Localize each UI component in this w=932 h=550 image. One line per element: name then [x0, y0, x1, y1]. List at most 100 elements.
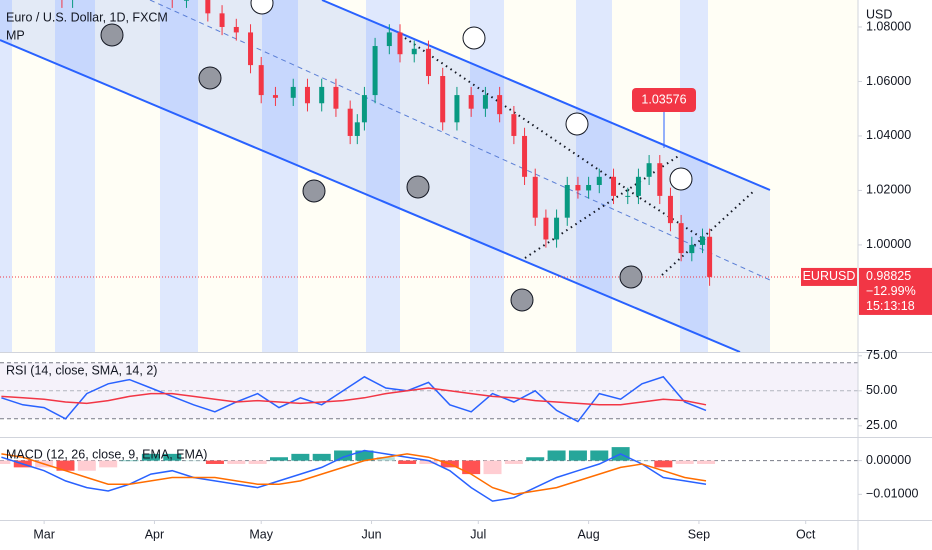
- cycle-markers: [100, 0, 693, 312]
- y-tick-label: 25.00: [866, 418, 897, 432]
- candle-body: [678, 223, 684, 254]
- candle-body: [411, 48, 417, 55]
- x-tick-label: Jul: [470, 527, 486, 541]
- marker: [406, 175, 430, 199]
- marker: [100, 23, 124, 47]
- marker: [510, 288, 534, 312]
- channel-fill: [0, 0, 770, 352]
- marker: [619, 265, 643, 289]
- marker: [302, 179, 326, 203]
- pane-title: MACD (12, 26, close, 9, EMA, EMA): [6, 447, 207, 461]
- histogram-bar: [654, 460, 673, 468]
- rsi-pane: [0, 362, 858, 423]
- histogram-bar: [184, 460, 203, 462]
- histogram-bar: [0, 460, 11, 464]
- candle-body: [657, 163, 663, 196]
- candle-body: [258, 65, 264, 96]
- marker: [462, 26, 486, 50]
- macd-line: [1, 453, 707, 496]
- pane-title: RSI (14, close, SMA, 14, 2): [6, 363, 157, 377]
- y-tick-label: 1.06000: [866, 74, 911, 88]
- band: [55, 0, 95, 352]
- candle-body: [333, 86, 339, 109]
- candle-body: [511, 114, 517, 136]
- candle-body: [635, 176, 641, 196]
- candle-body: [425, 48, 431, 77]
- price-pane: [0, 0, 858, 286]
- candle-body: [596, 176, 602, 185]
- candle-body: [205, 0, 211, 14]
- marker: [565, 112, 589, 136]
- candle-body: [611, 176, 617, 196]
- candle-body: [625, 195, 631, 197]
- dotted-line: [404, 37, 641, 199]
- price-tag-countdown: 15:13:18: [866, 299, 915, 313]
- candle-body: [361, 95, 367, 123]
- indicator-line: [1, 387, 707, 406]
- candle-body: [564, 184, 570, 218]
- histogram-bar: [99, 460, 118, 468]
- symbol-title: Euro / U.S. Dollar, 1D, FXCM: [6, 10, 168, 24]
- candle-body: [586, 184, 592, 191]
- candle-body: [219, 13, 225, 27]
- indicator-label: MP: [6, 28, 25, 42]
- marker: [198, 66, 222, 90]
- band: [262, 0, 298, 352]
- candle-body: [183, 0, 189, 1]
- histogram-bar: [141, 453, 160, 461]
- price-tag-price: 0.98825: [866, 269, 911, 283]
- histogram-bar: [334, 450, 353, 461]
- x-tick-label: Apr: [145, 527, 164, 541]
- symbol-tag-text: EURUSD: [803, 269, 856, 283]
- histogram-bar: [77, 460, 96, 471]
- histogram-bar: [163, 453, 182, 461]
- candle-body: [532, 176, 538, 218]
- histogram-bar: [526, 457, 545, 461]
- histogram-bar: [675, 460, 694, 464]
- candle-body: [454, 95, 460, 123]
- candle-body: [233, 26, 239, 33]
- histogram-bar: [398, 460, 417, 464]
- candle-body: [554, 217, 560, 240]
- histogram-bar: [56, 460, 75, 471]
- candle-body: [646, 163, 652, 177]
- histogram-bar: [462, 460, 481, 475]
- currency-label: USD: [866, 7, 892, 21]
- histogram-bar: [547, 450, 566, 461]
- histogram-bar: [376, 457, 395, 461]
- x-tick-label: Mar: [33, 527, 55, 541]
- x-tick-label: May: [249, 527, 273, 541]
- candle-body: [354, 122, 360, 136]
- macd-line: [1, 449, 707, 502]
- histogram-bar: [248, 460, 267, 464]
- candle-body: [497, 95, 503, 115]
- x-tick-label: Aug: [577, 527, 599, 541]
- y-tick-label: 0.00000: [866, 453, 911, 467]
- dotted-line: [524, 154, 681, 259]
- marker: [250, 0, 274, 15]
- candle-body: [482, 95, 488, 109]
- histogram-bar: [291, 453, 310, 461]
- candle-body: [667, 195, 673, 224]
- candle-body: [397, 32, 403, 55]
- histogram-bar: [270, 457, 289, 461]
- channel-lower: [0, 39, 741, 352]
- candle-body: [468, 95, 474, 109]
- candle-body: [440, 76, 446, 123]
- candle-body: [689, 244, 695, 254]
- y-tick-label: 1.02000: [866, 183, 911, 197]
- candle-body: [304, 86, 310, 104]
- callout-text: 1.03576: [641, 92, 686, 106]
- histogram-bar: [227, 460, 246, 464]
- y-tick-label: 1.08000: [866, 19, 911, 33]
- band: [366, 0, 400, 352]
- candle-body: [575, 184, 581, 191]
- axes: 1.08000 1.06000 1.04000 1.02000 1.00000 Mar Ap…: [6, 19, 932, 541]
- band: [576, 0, 612, 352]
- histogram-bar: [697, 460, 716, 464]
- x-tick-label: Oct: [796, 527, 816, 541]
- symbol-tag: [801, 267, 857, 286]
- channel-upper: [321, 0, 771, 191]
